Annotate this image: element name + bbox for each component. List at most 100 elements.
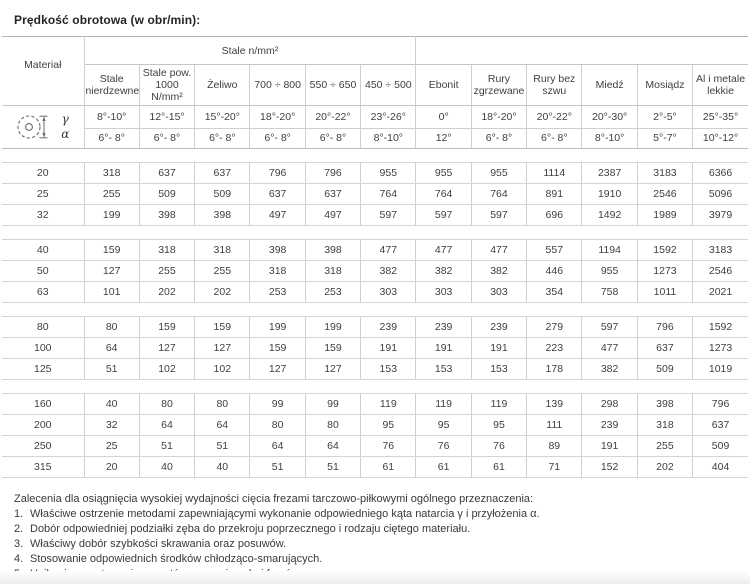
speed-cell: 398 <box>636 393 693 415</box>
material-cell: 100 <box>2 337 84 359</box>
speed-cell: 20 <box>83 456 140 478</box>
speed-cell: 796 <box>304 162 361 184</box>
material-cell: 200 <box>2 414 84 436</box>
column-header: Miedź <box>581 64 638 106</box>
speed-cell: 159 <box>249 337 306 359</box>
speed-cell: 764 <box>470 183 527 205</box>
column-header-row: Stale nierdzewne Stale pow. 1000 N/mm² Żel… <box>2 64 748 106</box>
speed-cell: 398 <box>138 204 195 226</box>
speed-cell: 239 <box>415 316 472 338</box>
speed-cell: 64 <box>83 337 140 359</box>
speed-cell: 3183 <box>692 239 748 261</box>
speed-cell: 955 <box>415 162 472 184</box>
column-header: Stale pow. 1000 N/mm² <box>138 64 195 106</box>
speed-cell: 101 <box>83 281 140 303</box>
gamma-angle-cell: 12°-15° <box>138 105 195 129</box>
gamma-angle-cell: 25°-35° <box>692 105 748 129</box>
gamma-angle-cell: 8°-10° <box>83 105 140 129</box>
speed-cell: 796 <box>249 162 306 184</box>
alpha-angle-cell: 6°- 8° <box>526 128 582 150</box>
note-text: Dobór odpowiedniej podziałki zęba do prz… <box>30 523 471 535</box>
speed-cell: 382 <box>360 260 416 282</box>
speed-cell: 76 <box>360 435 416 457</box>
speed-cell: 89 <box>526 435 582 457</box>
speed-cell: 3183 <box>636 162 693 184</box>
speed-cell: 191 <box>360 337 416 359</box>
alpha-angle-row: 6°- 8° 6°- 8° 6°- 8° 6°- 8° 6°- 8° 8°-10° 12° 6… <box>2 128 748 150</box>
speed-cell: 298 <box>581 393 638 415</box>
material-cell: 40 <box>2 239 84 261</box>
speed-cell: 61 <box>415 456 472 478</box>
material-cell: 315 <box>2 456 84 478</box>
speed-cell: 279 <box>526 316 582 338</box>
speed-cell: 32 <box>83 414 140 436</box>
speed-cell: 2546 <box>692 260 748 282</box>
table-spacer <box>2 380 748 394</box>
speed-cell: 1273 <box>692 337 748 359</box>
speed-cell: 76 <box>470 435 527 457</box>
speed-cell: 1989 <box>636 204 693 226</box>
alpha-angle-cell: 6°- 8° <box>138 128 195 150</box>
speed-cell: 223 <box>526 337 582 359</box>
speed-cell: 61 <box>470 456 527 478</box>
gamma-angle-cell: 20°-22° <box>526 105 582 129</box>
speed-cell: 152 <box>581 456 638 478</box>
column-header: 550 ÷ 650 <box>304 64 361 106</box>
speed-cell: 597 <box>415 204 472 226</box>
speed-cell: 127 <box>249 358 306 380</box>
speed-cell: 202 <box>636 456 693 478</box>
steels-group-header: Stale n/mm² <box>83 36 416 65</box>
speed-cell: 477 <box>470 239 527 261</box>
gamma-angle-cell: 18°-20° <box>470 105 527 129</box>
alpha-angle-cell: 8°-10° <box>360 128 416 150</box>
speed-cell: 318 <box>194 239 250 261</box>
speed-cell: 139 <box>526 393 582 415</box>
table-row: 100 64 127 127 159 159 191 191 191 223 477 637 1273 <box>2 337 748 359</box>
alpha-angle-cell: 10°-12° <box>692 128 748 150</box>
speed-cell: 127 <box>138 337 195 359</box>
speed-cell: 40 <box>138 456 195 478</box>
alpha-angle-cell: 6°- 8° <box>304 128 361 150</box>
material-cell: 250 <box>2 435 84 457</box>
note-text: Właściwe ostrzenie metodami zapewniający… <box>30 508 540 520</box>
speed-cell: 253 <box>249 281 306 303</box>
speed-cell: 51 <box>83 358 140 380</box>
speed-cell: 80 <box>249 414 306 436</box>
note-text: Stosowanie odpowiednich środków chłodząc… <box>30 553 323 565</box>
alpha-angle-cell: 8°-10° <box>581 128 638 150</box>
speed-cell: 153 <box>470 358 527 380</box>
speed-cell: 758 <box>581 281 638 303</box>
speed-cell: 127 <box>304 358 361 380</box>
alpha-angle-cell: 6°- 8° <box>84 128 140 150</box>
gamma-angle-cell: 23°-26° <box>360 105 416 129</box>
column-header: 700 ÷ 800 <box>249 64 306 106</box>
group-header-row: Materiał Stale n/mm² <box>2 36 748 106</box>
speed-cell: 102 <box>194 358 250 380</box>
speed-cell: 382 <box>581 358 638 380</box>
speed-cell: 202 <box>138 281 195 303</box>
table-row: 200 32 64 64 80 80 95 95 95 111 239 318 637 <box>2 414 748 436</box>
gamma-angle-cell: 18°-20° <box>249 105 306 129</box>
note-item: 1. Właściwe ostrzenie metodami zapewniają… <box>14 507 736 522</box>
material-cell: 63 <box>2 281 84 303</box>
speed-cell: 1492 <box>581 204 638 226</box>
speed-cell: 102 <box>138 358 195 380</box>
speed-cell: 239 <box>581 414 638 436</box>
speed-cell: 6366 <box>692 162 748 184</box>
speed-cell: 303 <box>415 281 472 303</box>
page-bottom-shade <box>0 571 750 584</box>
gamma-angle-cell: 20°-30° <box>581 105 638 129</box>
speed-cell: 446 <box>526 260 582 282</box>
alpha-angle-cell: 6°- 8° <box>194 128 250 150</box>
alpha-angle-cell: 5°-7° <box>636 128 693 150</box>
speed-cell: 637 <box>636 337 693 359</box>
speed-cell: 191 <box>470 337 527 359</box>
speed-cell: 509 <box>692 435 748 457</box>
gamma-angle-cell: 2°-5° <box>636 105 693 129</box>
group-header-empty <box>415 36 748 65</box>
speed-cell: 5096 <box>692 183 748 205</box>
table-row: 25 255 509 509 637 637 764 764 764 891 1910 2546 509… <box>2 183 748 205</box>
speed-cell: 95 <box>360 414 416 436</box>
note-text: Właściwy dobór szybkości skrawania oraz … <box>30 538 287 550</box>
speed-cell: 637 <box>249 183 306 205</box>
